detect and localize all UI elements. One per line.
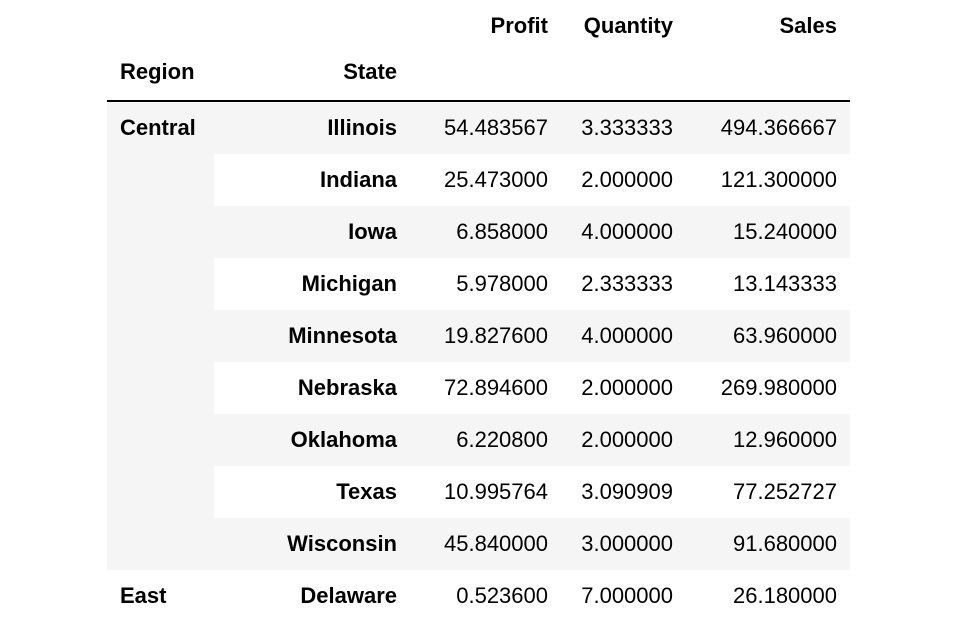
table-row: Texas 10.995764 3.090909 77.252727 bbox=[107, 466, 850, 518]
row-background bbox=[214, 414, 850, 466]
region-group-shading bbox=[107, 102, 214, 570]
quantity-cell: 3.000000 bbox=[581, 531, 673, 556]
quantity-cell: 2.333333 bbox=[581, 271, 673, 296]
sales-cell: 26.180000 bbox=[733, 583, 837, 608]
profit-cell: 0.523600 bbox=[456, 583, 548, 608]
region-cell bbox=[107, 466, 214, 518]
row-background bbox=[214, 518, 850, 570]
region-cell bbox=[107, 154, 214, 206]
state-cell: Nebraska bbox=[297, 375, 397, 400]
sales-cell: 13.143333 bbox=[733, 271, 837, 296]
state-cell: Michigan bbox=[301, 271, 397, 296]
column-header-profit: Profit bbox=[490, 13, 548, 38]
region-cell bbox=[107, 362, 214, 414]
region-cell: Central bbox=[120, 115, 196, 140]
state-cell: Indiana bbox=[319, 167, 397, 192]
table-row: Iowa 6.858000 4.000000 15.240000 bbox=[107, 206, 850, 258]
table-row: Nebraska 72.894600 2.000000 269.980000 bbox=[107, 362, 850, 414]
quantity-cell: 4.000000 bbox=[581, 323, 673, 348]
index-name-state: State bbox=[343, 59, 397, 84]
region-cell bbox=[107, 258, 214, 310]
column-header-quantity: Quantity bbox=[583, 13, 673, 38]
sales-cell: 63.960000 bbox=[733, 323, 837, 348]
state-cell: Iowa bbox=[348, 219, 397, 244]
sales-cell: 15.240000 bbox=[733, 219, 837, 244]
region-cell bbox=[107, 518, 214, 570]
column-header-sales: Sales bbox=[779, 13, 838, 38]
profit-cell: 54.483567 bbox=[444, 115, 548, 140]
table-row: Minnesota 19.827600 4.000000 63.960000 bbox=[107, 310, 850, 362]
table-row: Wisconsin 45.840000 3.000000 91.680000 bbox=[107, 518, 850, 570]
state-cell: Oklahoma bbox=[290, 427, 397, 452]
header-divider bbox=[107, 100, 850, 102]
profit-cell: 5.978000 bbox=[456, 271, 548, 296]
quantity-cell: 2.000000 bbox=[581, 427, 673, 452]
sales-cell: 77.252727 bbox=[733, 479, 837, 504]
profit-cell: 25.473000 bbox=[444, 167, 548, 192]
sales-cell: 269.980000 bbox=[720, 375, 837, 400]
quantity-cell: 4.000000 bbox=[581, 219, 673, 244]
table-body: Central Illinois 54.483567 3.333333 494.3666… bbox=[107, 102, 850, 622]
quantity-cell: 7.000000 bbox=[581, 583, 673, 608]
quantity-cell: 3.333333 bbox=[581, 115, 673, 140]
profit-cell: 6.858000 bbox=[456, 219, 548, 244]
profit-cell: 72.894600 bbox=[444, 375, 548, 400]
index-name-region: Region bbox=[120, 59, 195, 84]
state-cell: Minnesota bbox=[288, 323, 397, 348]
state-cell: Wisconsin bbox=[287, 531, 397, 556]
region-cell bbox=[107, 310, 214, 362]
table-row: Central Illinois 54.483567 3.333333 494.3666… bbox=[107, 102, 850, 154]
region-cell bbox=[107, 414, 214, 466]
state-cell: Texas bbox=[336, 479, 397, 504]
dataframe-table: Profit Quantity Sales Region State Centr… bbox=[107, 0, 850, 622]
quantity-cell: 2.000000 bbox=[581, 167, 673, 192]
state-cell: Delaware bbox=[300, 583, 397, 608]
quantity-cell: 3.090909 bbox=[581, 479, 673, 504]
state-cell: Illinois bbox=[327, 115, 397, 140]
table-row: Michigan 5.978000 2.333333 13.143333 bbox=[107, 258, 850, 310]
profit-cell: 6.220800 bbox=[456, 427, 548, 452]
profit-cell: 45.840000 bbox=[444, 531, 548, 556]
table-row: Indiana 25.473000 2.000000 121.300000 bbox=[107, 154, 850, 206]
row-background bbox=[214, 102, 850, 154]
row-background bbox=[214, 206, 850, 258]
sales-cell: 121.300000 bbox=[720, 167, 837, 192]
sales-cell: 12.960000 bbox=[733, 427, 837, 452]
quantity-cell: 2.000000 bbox=[581, 375, 673, 400]
table-row: Oklahoma 6.220800 2.000000 12.960000 bbox=[107, 414, 850, 466]
sales-cell: 91.680000 bbox=[733, 531, 837, 556]
index-header-row: Region State bbox=[107, 48, 850, 100]
profit-cell: 10.995764 bbox=[444, 479, 548, 504]
region-cell bbox=[107, 206, 214, 258]
sales-cell: 494.366667 bbox=[720, 115, 837, 140]
region-cell: East bbox=[120, 583, 167, 608]
column-header-row: Profit Quantity Sales bbox=[107, 0, 850, 48]
profit-cell: 19.827600 bbox=[444, 323, 548, 348]
row-background bbox=[214, 310, 850, 362]
table-row: East Delaware 0.523600 7.000000 26.180000 bbox=[107, 570, 850, 622]
